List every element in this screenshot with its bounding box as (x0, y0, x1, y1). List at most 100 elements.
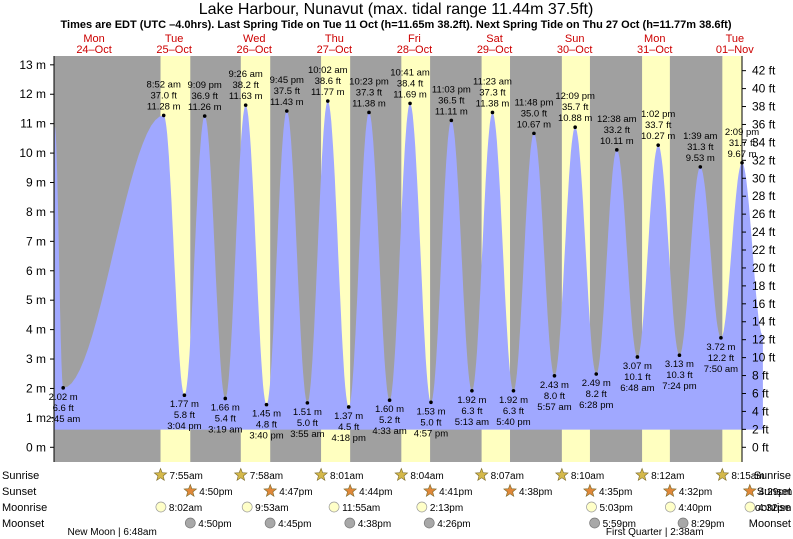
low-tide-feet: 5.8 ft (174, 410, 195, 421)
y-tick-label-right: 34 ft (752, 135, 776, 149)
low-tide-feet: 10.3 ft (666, 370, 693, 381)
high-tide-meters: 11.63 m (229, 91, 263, 102)
chart-title: Lake Harbour, Nunavut (max. tidal range … (199, 1, 594, 18)
high-tide-meters: 11.77 m (311, 87, 345, 98)
moonset-row-label-right: Moonset (749, 518, 791, 530)
y-tick-label-left: 9 m (26, 176, 46, 190)
tide-point (511, 389, 516, 393)
moonset-icon (344, 517, 356, 529)
low-tide-meters: 1.60 m (375, 404, 404, 415)
high-tide-feet: 31.3 ft (687, 142, 714, 153)
day-date: 27–Oct (317, 44, 352, 56)
sunset-time: 4:41pm (439, 487, 472, 498)
high-tide-meters: 11.26 m (188, 102, 222, 113)
moonrise-icon (744, 501, 756, 513)
y-tick-label-left: 6 m (26, 264, 46, 278)
high-tide-meters: 11.43 m (270, 97, 304, 108)
y-tick-label-left: 8 m (26, 205, 46, 219)
sunrise-icon (554, 467, 569, 481)
high-tide-time: 9:26 am (229, 69, 263, 80)
chart-subtitle: Times are EDT (UTC –4.0hrs). Last Spring… (61, 19, 732, 31)
tide-curve (54, 101, 763, 430)
high-tide-feet: 37.0 ft (150, 90, 177, 101)
tide-point (202, 114, 207, 118)
high-tide-time: 10:23 pm (349, 76, 389, 87)
tide-point (594, 372, 599, 376)
high-tide-meters: 9.53 m (686, 153, 715, 164)
day-name: Thu (325, 33, 344, 45)
sunset-icon (343, 483, 358, 497)
y-axis-feet: 0 ft 2 ft 4 ft 6 ft 8 ft 10 ft 12 ft 14 ft 16 ft… (741, 56, 776, 462)
day-date: 26–Oct (237, 44, 272, 56)
low-tide-meters: 1.77 m (170, 399, 199, 410)
day-date: 30–Oct (557, 44, 592, 56)
moon-phase-label: New Moon | 6:48am (67, 527, 156, 538)
day-headers: Mon24–OctTue25–OctWed26–OctThu27–OctFri2… (76, 33, 754, 56)
sunrise-time: 8:15am (731, 471, 764, 482)
sunrise-icon (233, 467, 248, 481)
high-tide-feet: 37.5 ft (274, 86, 301, 97)
sunrise-time: 7:55am (170, 471, 203, 482)
sunrise-icon (474, 467, 489, 481)
day-name: Sun (565, 33, 585, 45)
sunrise-row-label-right: Sunrise (754, 470, 791, 482)
day-date: 28–Oct (397, 44, 432, 56)
low-tide-time: 3:40 pm (249, 431, 283, 442)
sunset-icon (662, 483, 677, 497)
sunrise-icon (394, 467, 409, 481)
high-tide-time: 10:41 am (390, 67, 430, 78)
high-tide-meters: 11.38 m (476, 98, 510, 109)
day-name: Sat (486, 33, 503, 45)
tide-point (449, 118, 454, 123)
y-tick-label-left: 10 m (19, 146, 46, 160)
low-tide-time: 4:18 pm (332, 433, 366, 444)
sunset-time: 4:44pm (359, 487, 392, 498)
low-tide-time: 6:28 pm (579, 400, 613, 411)
tide-point (305, 401, 310, 405)
high-tide-feet: 33.7 ft (645, 120, 672, 131)
day-name: Fri (408, 33, 421, 45)
moonrise-row-label-right: Moonrise (746, 502, 791, 514)
moonrise-time: 4:40pm (678, 503, 711, 514)
high-tide-feet: 31.7 ft (729, 138, 756, 149)
tide-water-area (54, 101, 763, 430)
high-tide-time: 2:09 pm (725, 127, 759, 138)
y-tick-label-right: 32 ft (752, 153, 776, 167)
y-tick-label-right: 36 ft (752, 117, 776, 131)
sunrise-time: 8:10am (571, 471, 604, 482)
low-tide-feet: 5.0 ft (420, 417, 441, 428)
tide-point (470, 389, 474, 393)
y-tick-label-right: 28 ft (752, 189, 776, 203)
y-tick-label-right: 16 ft (752, 297, 776, 311)
low-tide-meters: 1.92 m (457, 395, 486, 406)
tide-point (408, 101, 412, 106)
low-tide-meters: 1.37 m (334, 411, 363, 422)
moonset-icon (677, 517, 689, 529)
sunset-icon (423, 483, 438, 497)
low-tide-meters: 3.13 m (665, 359, 694, 370)
low-tide-feet: 6.6 ft (53, 403, 74, 414)
low-tide-meters: 1.66 m (211, 402, 240, 413)
high-tide-meters: 11.11 m (435, 106, 468, 117)
moonset-row-label: Moonset (2, 518, 44, 530)
high-tide-feet: 35.0 ft (521, 108, 548, 119)
low-tide-feet: 10.1 ft (624, 372, 651, 383)
tide-point (635, 355, 640, 359)
low-tide-time: 4:57 pm (414, 428, 448, 439)
moonset-icon (589, 517, 600, 529)
y-tick-label-left: 12 m (19, 87, 46, 101)
y-tick-label-left: 7 m (26, 234, 46, 248)
y-tick-label-right: 26 ft (752, 207, 776, 221)
tide-point (719, 336, 723, 340)
moonrise-row-label: Moonrise (2, 502, 47, 514)
low-tide-meters: 3.72 m (706, 342, 735, 353)
low-tide-feet: 12.2 ft (708, 353, 735, 364)
day-date: 01–Nov (716, 44, 754, 56)
low-tide-feet: 8.2 ft (586, 389, 607, 400)
day-date: 25–Oct (156, 44, 191, 56)
moonset-time: 4:50pm (198, 519, 231, 530)
low-tide-feet: 5.4 ft (215, 413, 236, 424)
low-tide-feet: 8.0 ft (544, 391, 565, 402)
tide-point (615, 148, 619, 152)
